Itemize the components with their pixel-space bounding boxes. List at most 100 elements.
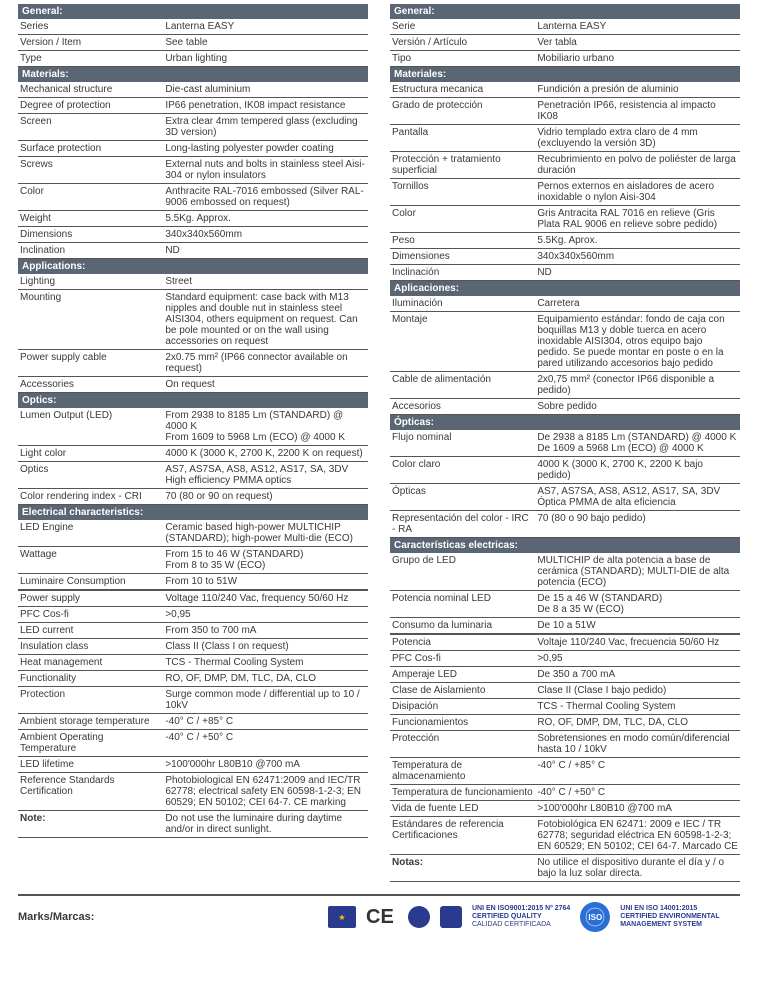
iso-badge-icon: ISO [580,902,610,932]
spec-row: Clase de AislamientoClase II (Clase I ba… [390,683,740,699]
spec-row: Amperaje LEDDe 350 a 700 mA [390,667,740,683]
spec-row: Temperatura de almacenamiento-40° C / +8… [390,758,740,785]
spec-label: Estructura mecanica [392,84,537,95]
cert-seal-icon [408,906,430,928]
spec-row: Reference Standards CertificationPhotobi… [18,773,368,811]
spec-label: PFC Cos-fi [20,609,165,620]
spec-value: 2x0,75 mm² (conector IP66 disponible a p… [537,374,738,396]
spec-value: Carretera [537,298,738,309]
column-right: General:SerieLanterna EASYVersión / Artí… [390,4,740,882]
spec-value: 70 (80 o 90 bajo pedido) [537,513,738,524]
spec-label: Protection [20,689,165,700]
spec-row: Cable de alimentación2x0,75 mm² (conecto… [390,372,740,399]
spec-label: Tornillos [392,181,537,192]
spec-value: De 2938 a 8185 Lm (STANDARD) @ 4000 K De… [537,432,738,454]
spec-value: Photobiological EN 62471:2009 and IEC/TR… [165,775,366,808]
spec-value: Class II (Class I on request) [165,641,366,652]
spec-label: Cable de alimentación [392,374,537,385]
spec-label: Grupo de LED [392,555,537,566]
spec-value: 4000 K (3000 K, 2700 K, 2200 K bajo pedi… [537,459,738,481]
spec-label: Ambient storage temperature [20,716,165,727]
spec-label: LED lifetime [20,759,165,770]
spec-value: Fotobiológica EN 62471: 2009 e IEC / TR … [537,819,738,852]
spec-value: AS7, AS7SA, AS8, AS12, AS17, SA, 3DV Hig… [165,464,366,486]
section-header: Materiales: [390,67,740,82]
spec-value: See table [165,37,366,48]
spec-label: Mechanical structure [20,84,165,95]
spec-label: Wattage [20,549,165,560]
eu-flag-icon [328,906,356,928]
spec-label: LED current [20,625,165,636]
spec-label: Inclination [20,245,165,256]
spec-row: Insulation classClass II (Class I on req… [18,639,368,655]
spec-value: No utilice el dispositivo durante el día… [537,857,738,879]
spec-label: Note: [20,813,165,824]
spec-label: Insulation class [20,641,165,652]
spec-row: Ambient storage temperature-40° C / +85°… [18,714,368,730]
spec-row: TornillosPernos externos en aisladores d… [390,179,740,206]
spec-value: Street [165,276,366,287]
spec-label: Ópticas [392,486,537,497]
spec-label: Weight [20,213,165,224]
spec-label: Protección [392,733,537,744]
spec-row: Heat managementTCS - Thermal Cooling Sys… [18,655,368,671]
cert-line: CALIDAD CERTIFICADA [472,921,570,929]
spec-row: Note:Do not use the luminaire during day… [18,811,368,838]
spec-value: Voltaje 110/240 Vac, frecuencia 50/60 Hz [537,637,738,648]
spec-row: Surface protectionLong-lasting polyester… [18,141,368,157]
spec-value: Extra clear 4mm tempered glass (excludin… [165,116,366,138]
spec-value: Ver tabla [537,37,738,48]
spec-value: 340x340x560mm [165,229,366,240]
spec-columns: General:SeriesLanterna EASYVersion / Ite… [18,4,740,882]
spec-row: AccesoriosSobre pedido [390,399,740,415]
spec-label: Heat management [20,657,165,668]
spec-label: Luminaire Consumption [20,576,165,587]
spec-value: Mobiliario urbano [537,53,738,64]
spec-value: Long-lasting polyester powder coating [165,143,366,154]
spec-row: IluminaciónCarretera [390,296,740,312]
column-left: General:SeriesLanterna EASYVersion / Ite… [18,4,368,882]
spec-value: Die-cast aluminium [165,84,366,95]
spec-label: Clase de Aislamiento [392,685,537,696]
spec-row: MontajeEquipamiento estándar: fondo de c… [390,312,740,372]
spec-value: Surge common mode / differential up to 1… [165,689,366,711]
spec-label: Amperaje LED [392,669,537,680]
spec-row: Protección + tratamiento superficialRecu… [390,152,740,179]
spec-value: Penetración IP66, resistencia al impacto… [537,100,738,122]
spec-label: Potencia [392,637,537,648]
spec-value: From 2938 to 8185 Lm (STANDARD) @ 4000 K… [165,410,366,443]
spec-row: Color rendering index - CRI70 (80 or 90 … [18,489,368,505]
spec-row: PFC Cos-fi>0,95 [390,651,740,667]
spec-row: PFC Cos-fi>0,95 [18,607,368,623]
spec-label: Iluminación [392,298,537,309]
spec-value: -40° C / +85° C [165,716,366,727]
spec-value: Clase II (Clase I bajo pedido) [537,685,738,696]
cert-text-iso14001: UNI EN ISO 14001:2015 CERTIFIED ENVIRONM… [620,905,719,929]
spec-row: Estándares de referencia Certificaciones… [390,817,740,855]
spec-value: De 350 a 700 mA [537,669,738,680]
spec-value: From 15 to 46 W (STANDARD) From 8 to 35 … [165,549,366,571]
spec-row: Luminaire ConsumptionFrom 10 to 51W [18,574,368,590]
spec-label: Screws [20,159,165,170]
spec-value: RO, OF, DMP, DM, TLC, DA, CLO [165,673,366,684]
spec-row: FunctionalityRO, OF, DMP, DM, TLC, DA, C… [18,671,368,687]
cert-square-icon [440,906,462,928]
spec-value: On request [165,379,366,390]
section-header: Electrical characteristics: [18,505,368,520]
spec-row: WattageFrom 15 to 46 W (STANDARD) From 8… [18,547,368,574]
spec-value: TCS - Thermal Cooling System [537,701,738,712]
spec-value: 70 (80 or 90 on request) [165,491,366,502]
spec-label: Color [392,208,537,219]
spec-label: Serie [392,21,537,32]
spec-value: Ceramic based high-power MULTICHIP (STAN… [165,522,366,544]
spec-label: Tipo [392,53,537,64]
spec-row: Power supplyVoltage 110/240 Vac, frequen… [18,590,368,607]
cert-line: MANAGEMENT SYSTEM [620,921,719,929]
spec-value: >100'000hr L80B10 @700 mA [537,803,738,814]
spec-row: ProtecciónSobretensiones en modo común/d… [390,731,740,758]
spec-row: Estructura mecanicaFundición a presión d… [390,82,740,98]
section-header: Materials: [18,67,368,82]
spec-row: InclinaciónND [390,265,740,281]
spec-value: Anthracite RAL-7016 embossed (Silver RAL… [165,186,366,208]
spec-row: Vida de fuente LED>100'000hr L80B10 @700… [390,801,740,817]
